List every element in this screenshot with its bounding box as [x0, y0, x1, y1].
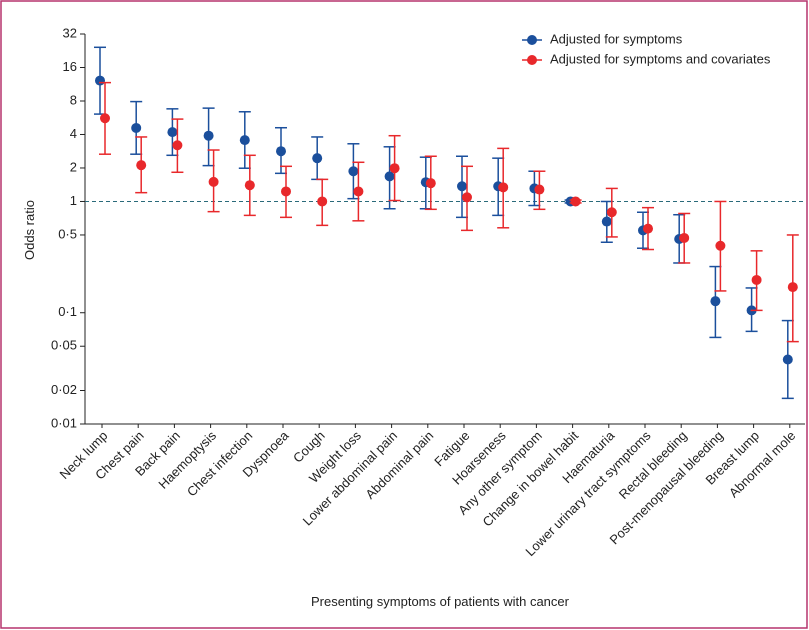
- legend-label: Adjusted for symptoms: [550, 31, 683, 46]
- point: [100, 113, 110, 124]
- y-tick-label: 32: [63, 25, 77, 40]
- point: [239, 135, 250, 146]
- y-tick-label: 0·01: [51, 415, 77, 430]
- point: [348, 166, 359, 177]
- point: [203, 130, 214, 141]
- point: [136, 160, 147, 171]
- point: [782, 354, 793, 365]
- x-tick-label: Abnormal mole: [726, 428, 798, 500]
- point: [643, 223, 653, 234]
- point: [751, 274, 762, 285]
- point: [498, 182, 509, 193]
- point: [679, 232, 690, 243]
- point: [131, 122, 142, 133]
- point: [457, 181, 467, 192]
- point: [353, 186, 364, 197]
- y-tick-label: 2: [70, 159, 77, 174]
- point: [281, 186, 291, 197]
- y-tick-label: 1: [70, 193, 77, 208]
- point: [710, 296, 721, 307]
- y-tick-label: 0·1: [58, 304, 77, 319]
- point: [570, 196, 581, 207]
- y-axis-label: Odds ratio: [22, 200, 37, 260]
- point: [95, 75, 105, 86]
- point: [715, 240, 726, 251]
- point: [462, 192, 472, 203]
- y-tick-label: 0·05: [51, 338, 77, 353]
- legend-marker: [527, 55, 537, 65]
- point: [384, 171, 395, 182]
- legend-label: Adjusted for symptoms and covariates: [550, 51, 771, 66]
- point: [389, 163, 400, 174]
- point: [208, 176, 219, 187]
- point: [172, 140, 183, 151]
- point: [606, 207, 617, 218]
- y-tick-label: 0·02: [51, 382, 77, 397]
- legend-marker: [527, 35, 537, 45]
- point: [317, 196, 328, 207]
- point: [787, 282, 798, 293]
- y-tick-label: 4: [70, 126, 77, 141]
- y-tick-label: 16: [63, 59, 77, 74]
- y-tick-label: 0·5: [58, 226, 77, 241]
- point: [425, 178, 436, 189]
- point: [167, 127, 178, 138]
- point: [244, 180, 255, 191]
- point: [601, 216, 612, 227]
- point: [534, 184, 545, 195]
- point: [312, 153, 323, 164]
- y-tick-label: 8: [70, 92, 77, 107]
- x-axis-label: Presenting symptoms of patients with can…: [311, 594, 570, 609]
- point: [276, 146, 286, 157]
